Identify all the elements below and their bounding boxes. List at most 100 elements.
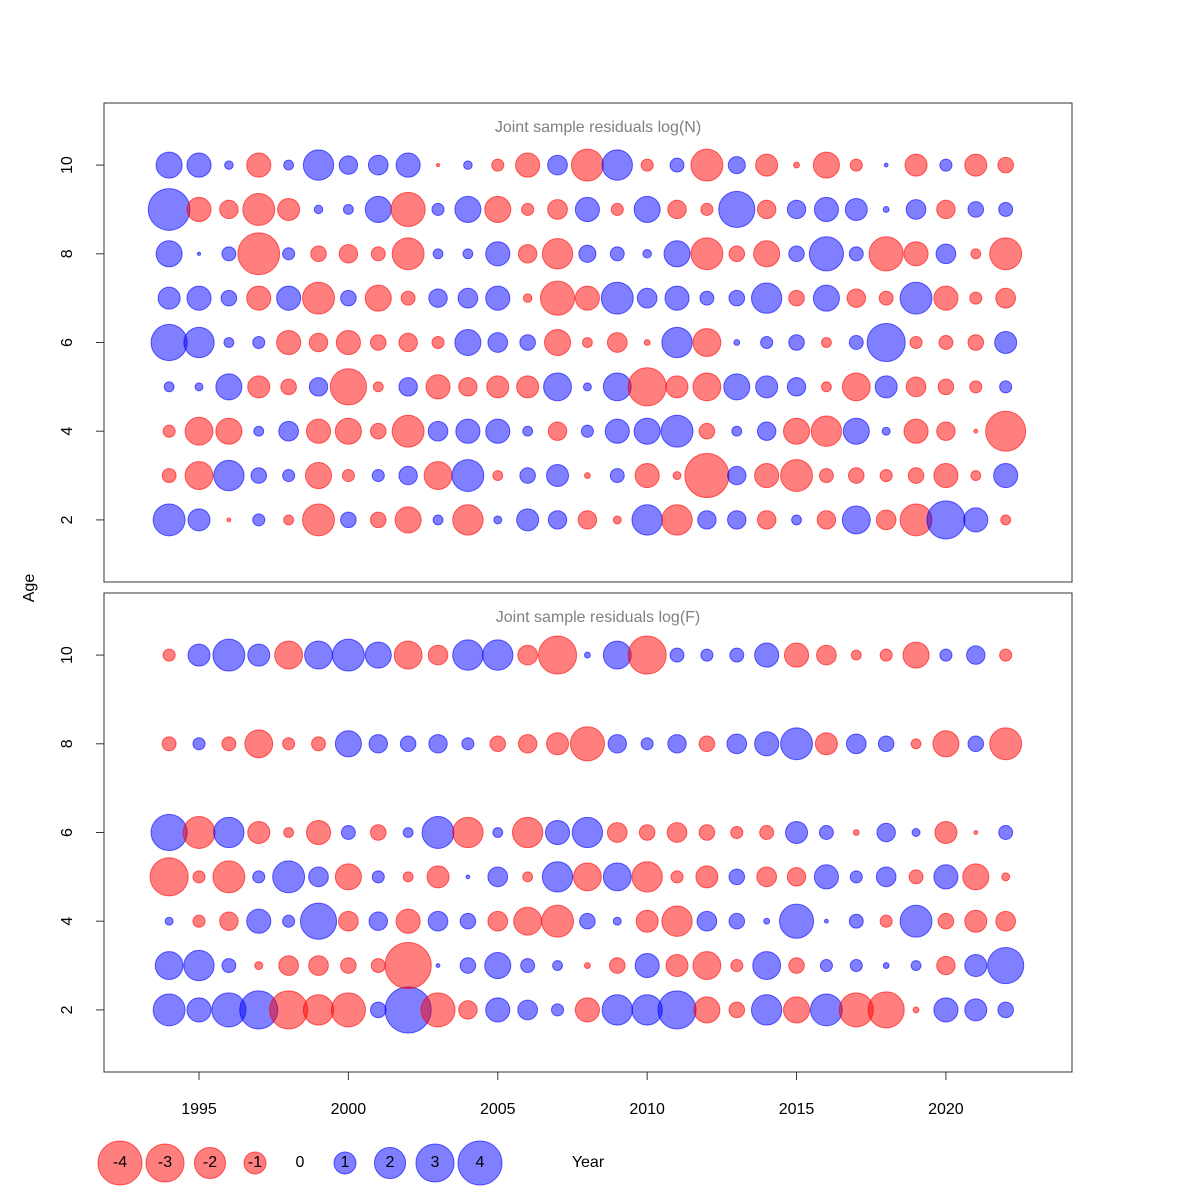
bubble — [451, 459, 485, 492]
bubble — [304, 640, 333, 670]
bubble — [308, 332, 329, 353]
bubble — [820, 337, 832, 348]
bubble — [989, 237, 1023, 271]
legend-bubble — [415, 1143, 455, 1183]
bubble — [842, 417, 870, 445]
bubble — [583, 651, 591, 659]
bubble — [733, 339, 741, 346]
bubble — [305, 819, 332, 846]
bubble — [521, 202, 535, 216]
bubble — [546, 464, 570, 488]
bubble — [973, 830, 979, 835]
bubble — [278, 420, 299, 442]
bubble — [578, 244, 597, 263]
bubble — [484, 195, 512, 223]
bubble — [537, 635, 578, 675]
bubble — [730, 825, 744, 840]
bubble — [420, 992, 456, 1028]
bubble — [786, 377, 807, 397]
bubble — [848, 467, 865, 484]
bubble — [730, 959, 744, 973]
bubble — [520, 958, 536, 974]
bubble — [718, 190, 756, 229]
bubble — [841, 372, 871, 402]
bubble — [571, 816, 604, 849]
bubble — [246, 152, 272, 178]
bubble — [519, 334, 536, 351]
bubble — [493, 515, 503, 525]
bubble — [391, 414, 425, 448]
bubble — [402, 871, 414, 883]
bubble — [522, 293, 533, 303]
bubble — [670, 870, 684, 884]
bubble — [973, 428, 979, 434]
bubble — [602, 372, 632, 402]
legend-label: -2 — [203, 1154, 217, 1171]
bubble — [398, 377, 418, 397]
bubble — [302, 281, 335, 315]
bubble — [755, 375, 779, 399]
bubble — [818, 825, 834, 840]
bubble — [604, 418, 630, 444]
bubble — [875, 509, 897, 531]
bubble — [194, 382, 204, 392]
bubble — [910, 738, 922, 750]
bubble — [967, 334, 985, 351]
bubble — [627, 635, 667, 675]
bubble — [219, 911, 239, 931]
bubble — [755, 153, 779, 177]
bubble — [989, 727, 1023, 761]
bubble — [909, 335, 923, 350]
bubble — [455, 418, 481, 444]
bubble — [684, 453, 730, 499]
bubble — [690, 237, 724, 271]
y-tick-label: 6 — [59, 338, 76, 347]
bubble — [282, 914, 296, 928]
bubble — [402, 827, 414, 838]
bubble — [756, 199, 777, 220]
bubble — [425, 374, 451, 400]
bubble — [457, 287, 479, 309]
bubble — [364, 284, 392, 312]
bubble — [993, 463, 1019, 489]
bubble — [155, 240, 183, 268]
bubble — [999, 380, 1013, 394]
bubble — [754, 463, 780, 489]
bubble — [511, 816, 544, 849]
bubble — [818, 468, 834, 484]
bubble — [580, 424, 594, 438]
bubble — [907, 467, 925, 484]
bubble — [850, 649, 862, 661]
bubble — [643, 339, 651, 346]
bubble — [370, 958, 386, 974]
bubble — [661, 905, 693, 937]
bubble — [783, 417, 811, 445]
bubble — [395, 908, 421, 934]
bubble — [390, 191, 426, 227]
bubble — [212, 638, 246, 672]
bubble — [304, 462, 333, 490]
bubble — [186, 152, 212, 178]
bubble — [213, 459, 245, 492]
bubble — [331, 638, 365, 672]
bubble — [666, 822, 688, 843]
bubble — [226, 517, 232, 523]
bubble — [936, 955, 956, 976]
bubble — [849, 870, 863, 884]
panel-title: Joint sample residuals log(F) — [496, 609, 701, 626]
bubble — [431, 335, 445, 350]
bubble — [282, 469, 296, 483]
bubble — [370, 246, 386, 262]
bubble — [848, 913, 864, 929]
bubble — [577, 510, 598, 530]
bubble — [841, 505, 871, 535]
bubble — [329, 368, 367, 406]
bubble — [754, 731, 780, 757]
bubble — [657, 990, 697, 1030]
bubble — [541, 238, 574, 270]
bubble — [601, 149, 633, 181]
bubble — [278, 955, 299, 976]
bubble — [785, 821, 809, 844]
bubble — [522, 425, 534, 437]
bubble — [335, 329, 361, 356]
